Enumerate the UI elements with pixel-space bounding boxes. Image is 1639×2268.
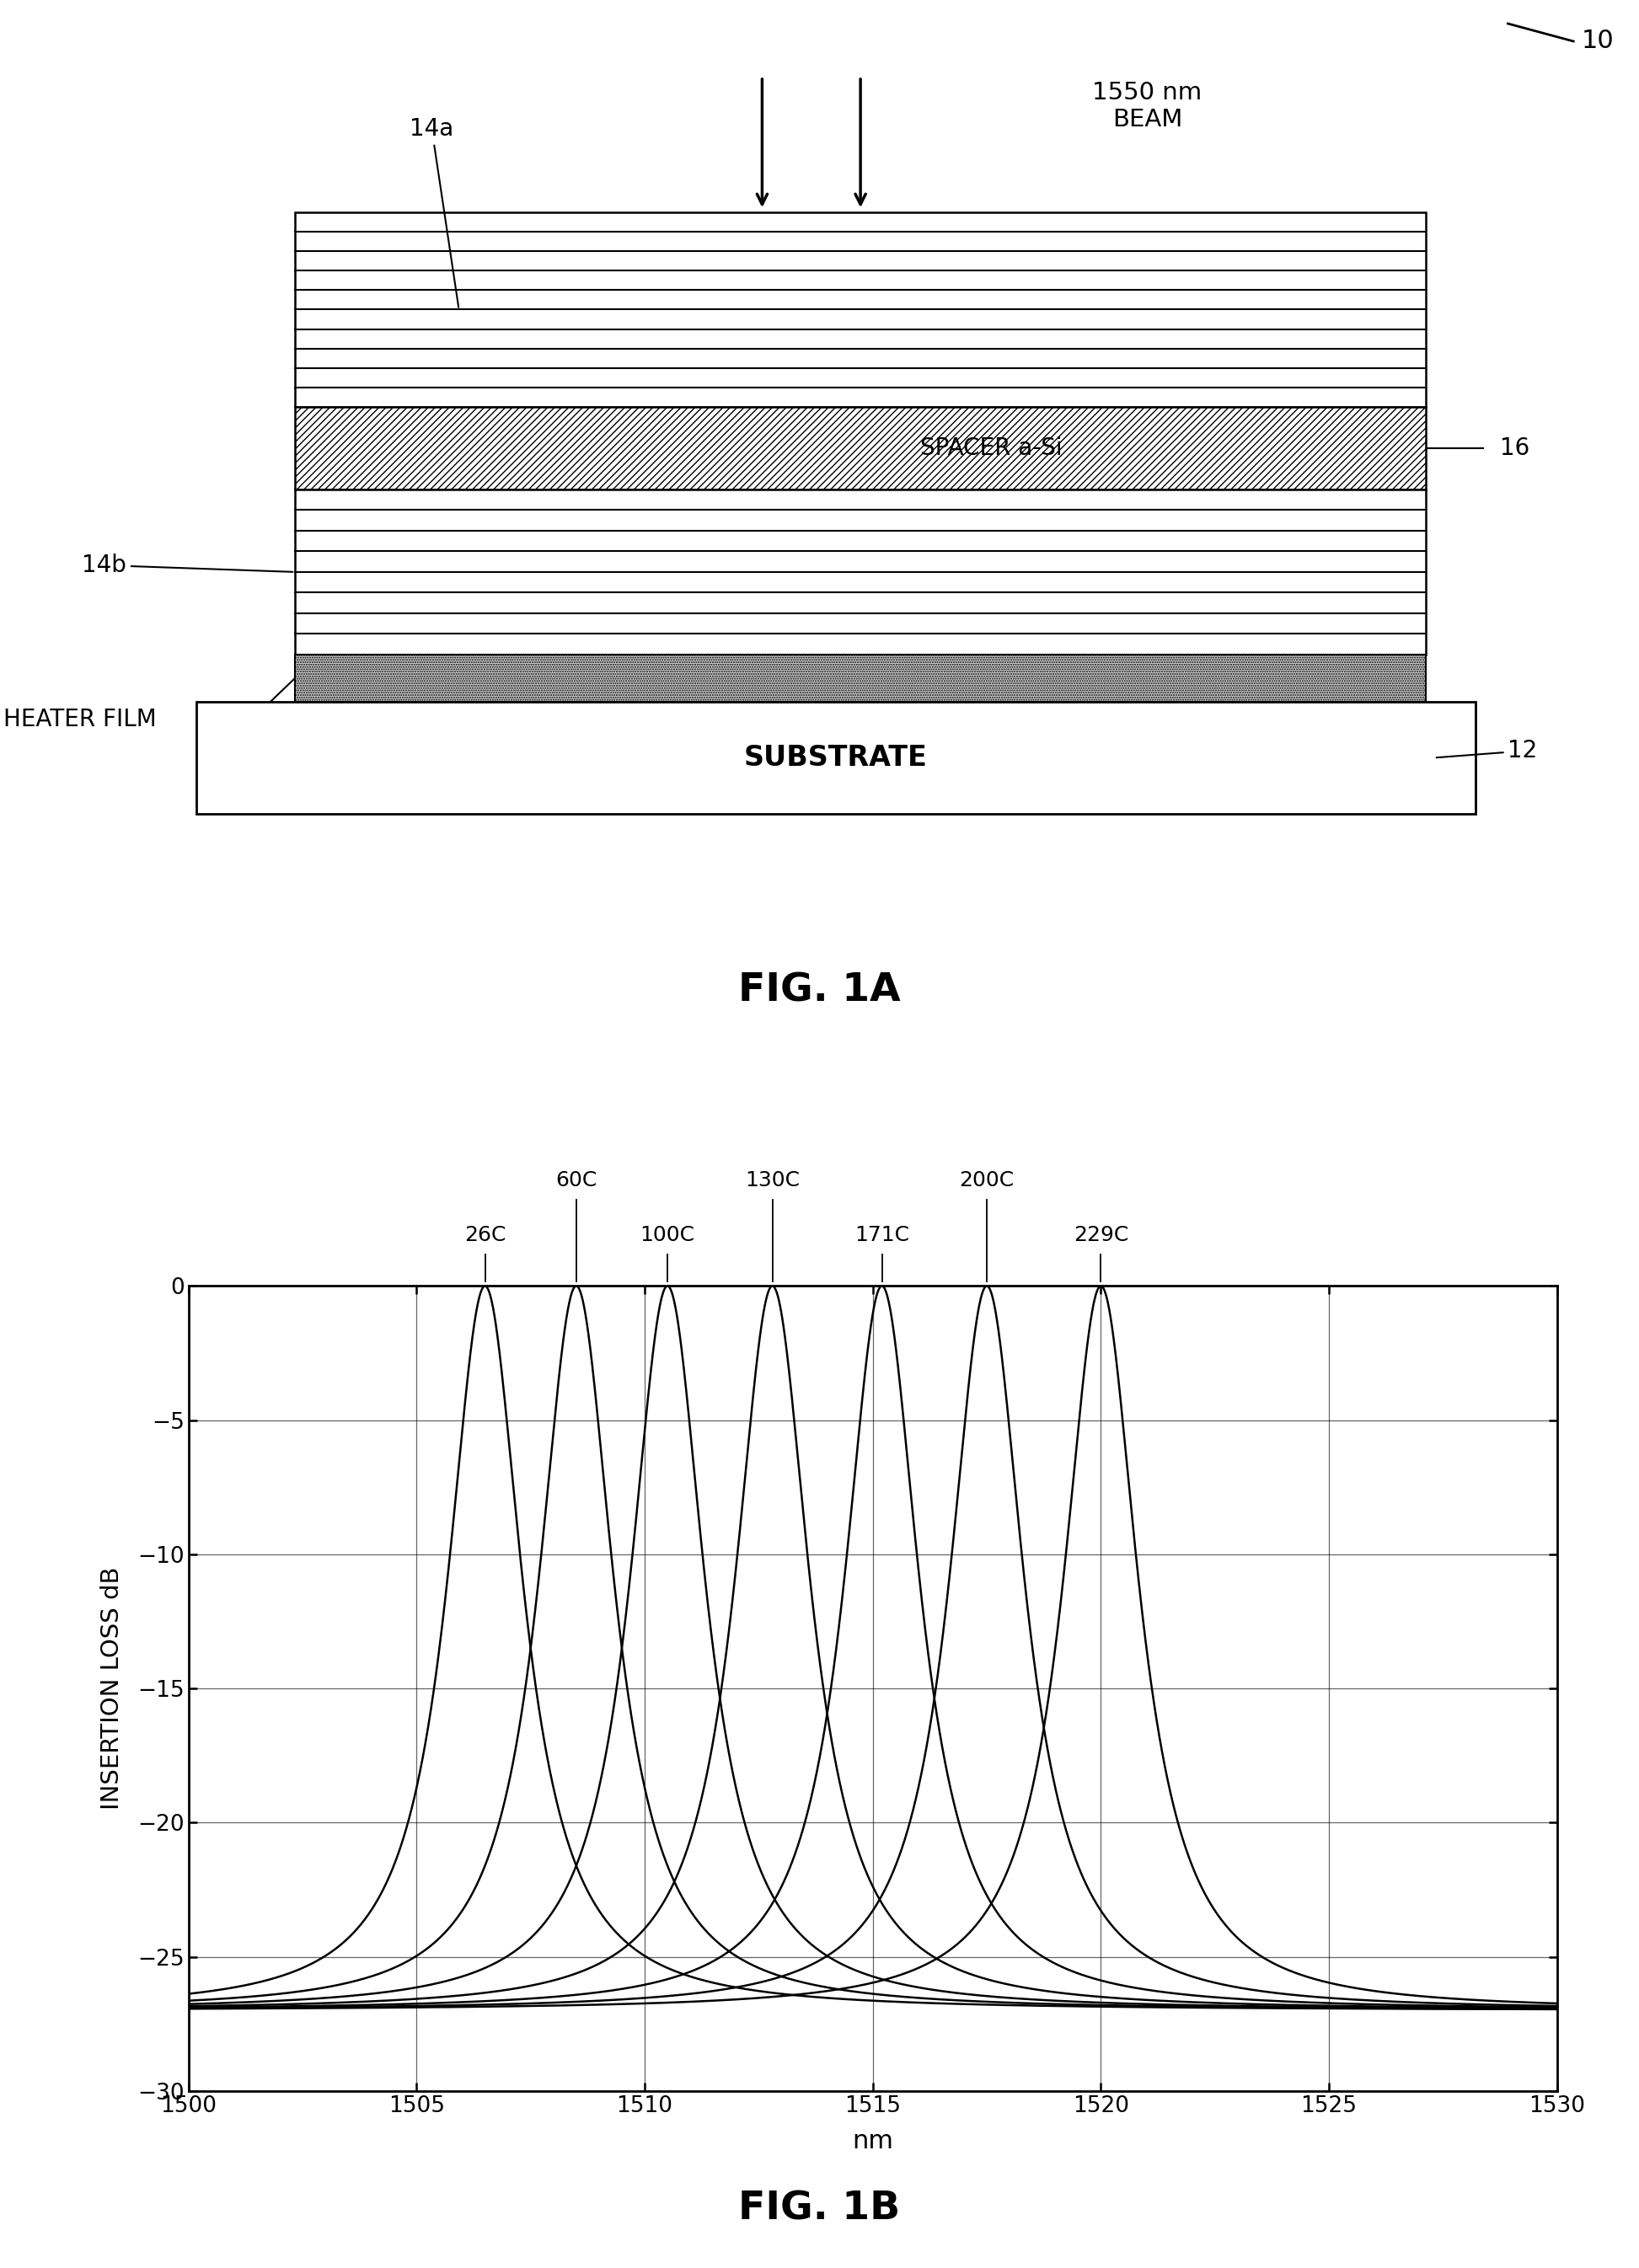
Text: 14b: 14b	[82, 553, 293, 576]
Bar	[295, 213, 1426, 406]
Text: 10: 10	[1582, 29, 1614, 54]
Text: 12: 12	[1436, 739, 1537, 762]
Text: HEATER FILM: HEATER FILM	[3, 708, 156, 730]
Text: 100C: 100C	[641, 1225, 695, 1245]
Text: 229C: 229C	[1074, 1225, 1128, 1245]
Text: 26C: 26C	[464, 1225, 506, 1245]
Y-axis label: INSERTION LOSS dB: INSERTION LOSS dB	[100, 1567, 123, 1810]
Bar	[295, 490, 1426, 655]
Text: 60C: 60C	[556, 1170, 597, 1191]
Text: FIG. 1B: FIG. 1B	[739, 2191, 900, 2227]
Text: SUBSTRATE: SUBSTRATE	[744, 744, 928, 771]
Text: 14a: 14a	[410, 118, 459, 306]
Text: 16: 16	[1500, 435, 1529, 460]
Text: FIG. 1A: FIG. 1A	[738, 971, 901, 1009]
X-axis label: nm: nm	[852, 2130, 893, 2152]
Text: 1550 nm
BEAM: 1550 nm BEAM	[1093, 82, 1201, 132]
Text: 171C: 171C	[854, 1225, 910, 1245]
Text: SPACER a-Si: SPACER a-Si	[921, 435, 1062, 460]
Text: 200C: 200C	[959, 1170, 1015, 1191]
Bar	[295, 406, 1426, 490]
Bar	[295, 655, 1426, 701]
Text: 130C: 130C	[746, 1170, 800, 1191]
Bar	[197, 701, 1475, 814]
